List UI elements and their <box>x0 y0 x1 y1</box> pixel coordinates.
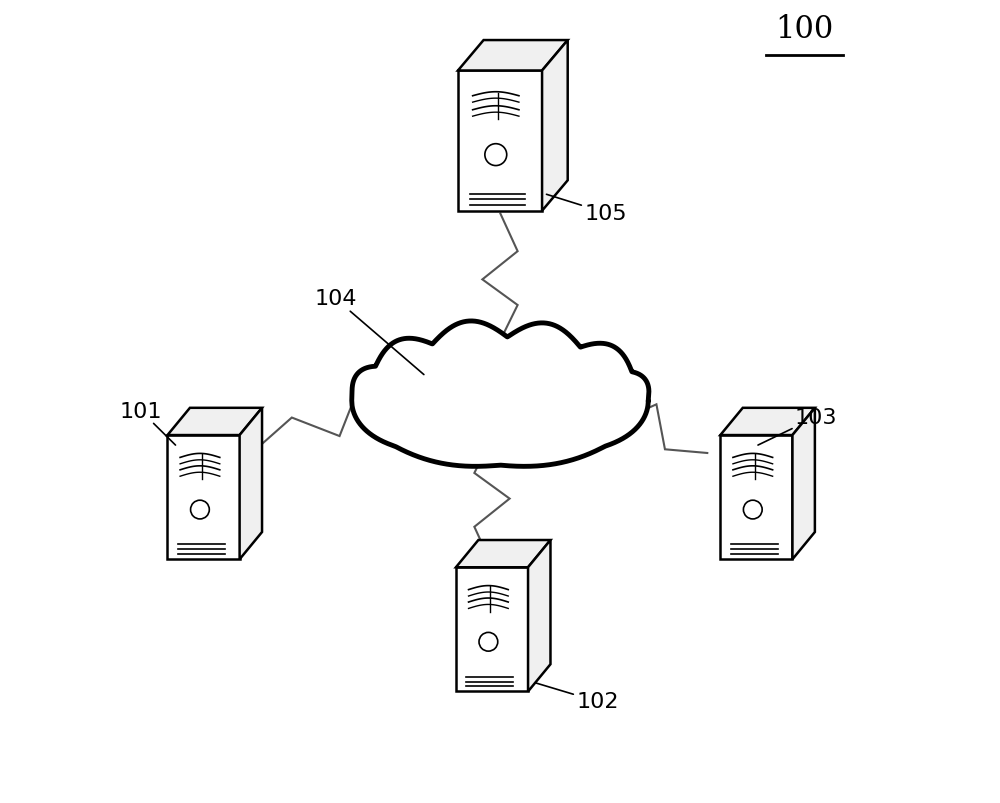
Text: 102: 102 <box>536 683 619 711</box>
Polygon shape <box>352 321 649 467</box>
Circle shape <box>743 500 762 520</box>
Polygon shape <box>792 408 815 560</box>
Polygon shape <box>720 408 815 435</box>
Circle shape <box>479 633 498 651</box>
Polygon shape <box>240 408 262 560</box>
Circle shape <box>191 500 209 520</box>
Text: 100: 100 <box>775 14 834 45</box>
Polygon shape <box>167 408 262 435</box>
Text: 104: 104 <box>314 289 424 375</box>
Text: 101: 101 <box>119 402 176 446</box>
Text: 103: 103 <box>758 407 837 446</box>
Circle shape <box>485 145 507 166</box>
Polygon shape <box>542 41 568 211</box>
Polygon shape <box>167 435 240 560</box>
Polygon shape <box>458 71 542 211</box>
Polygon shape <box>456 568 528 691</box>
Polygon shape <box>720 435 792 560</box>
Polygon shape <box>528 540 550 691</box>
Polygon shape <box>458 41 568 71</box>
Text: 105: 105 <box>546 195 627 223</box>
Polygon shape <box>456 540 550 568</box>
